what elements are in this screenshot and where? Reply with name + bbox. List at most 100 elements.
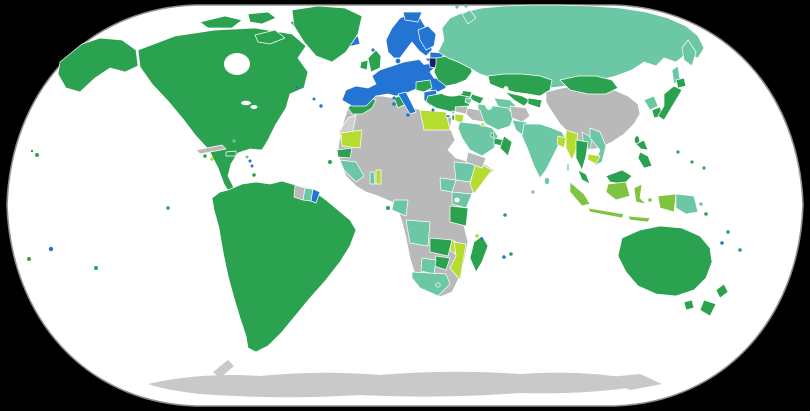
region-novaya-zemlya [461,9,477,25]
region-angola [405,219,431,247]
region-reunion [502,255,506,259]
region-franz-josef [464,4,468,8]
region-sulawesi [633,183,647,205]
region-hokkaido [675,77,687,89]
region-corsica [392,96,396,100]
region-sri-lanka [544,177,550,185]
region-cyprus [445,114,451,118]
region-cape-verde [328,160,332,164]
region-canadian-arctic [199,15,243,29]
region-saudi-arabia [457,121,499,157]
region-micronesia [702,166,706,170]
region-vanuatu [726,230,730,234]
region-syria [454,105,469,115]
region-mozambique [449,241,467,281]
region-lebanon [451,110,455,115]
region-senegal [336,147,353,159]
region-south-america [211,180,357,353]
region-tanzania [449,205,469,227]
region-solomon [704,212,708,216]
region-lesotho [435,282,441,288]
region-new-britain [699,202,703,206]
region-philippines-south [637,151,653,169]
region-tasmania [683,299,695,311]
region-hawaii [30,149,34,153]
region-italy [397,91,417,115]
region-new-caledonia [720,241,724,245]
region-jamaica [203,154,207,158]
region-kazakhstan [487,73,553,97]
region-botswana [420,257,437,275]
region-papua-new-guinea [675,193,699,215]
region-mauritania [340,129,363,149]
region-armenia [464,97,473,105]
region-maldives [531,190,535,194]
region-micronesia [690,160,694,164]
region-australia [617,225,713,297]
region-cuba [195,144,227,155]
region-western-balkans [415,79,433,93]
region-uzbekistan [504,91,531,107]
region-faroe [371,48,375,52]
region-canary [319,104,323,108]
region-sardinia [392,102,396,106]
region-ireland [359,59,369,71]
region-madagascar [469,235,489,273]
region-zambia [429,237,453,257]
region-kuwait [480,122,485,127]
region-galapagos [166,206,170,210]
region-india [521,123,567,179]
region-somalia [469,161,493,195]
region-andaman [566,163,570,172]
region-fiji [738,248,742,252]
region-malaysia-borneo [605,169,633,185]
region-greenland [291,5,363,63]
region-guam [676,150,680,154]
region-martinique [250,164,254,168]
region-java [587,207,625,219]
region-finland [417,25,437,51]
region-mongolia [559,75,619,95]
region-madeira [312,97,316,101]
black-sea [441,87,463,97]
lake-victoria [454,197,460,203]
region-japan [657,85,683,121]
region-nz-north [715,283,729,299]
region-europe-mainland [341,57,447,107]
region-gabon-congo [391,199,409,217]
region-sao-tome [386,206,390,210]
region-mayotte [480,237,484,241]
region-uk [367,49,382,73]
region-bermuda [260,114,264,118]
region-sumatra [569,181,591,207]
region-benin [375,169,382,185]
region-falklands [270,332,274,336]
region-nz-south [699,299,717,317]
region-hawaii [35,153,39,157]
aral-sea [503,86,509,92]
region-south-africa [411,271,451,297]
region-vietnam [589,127,607,167]
region-qatar [490,132,494,138]
region-lesser-sunda [627,215,651,223]
region-north-korea [643,95,659,111]
region-yemen [465,151,487,169]
region-maluku [648,198,652,202]
region-azores [295,85,299,89]
region-thailand [575,139,589,171]
region-antarctica-east [600,374,662,390]
region-antarctic-peninsula [213,360,234,378]
region-bangladesh [556,135,567,149]
region-oman [499,135,513,157]
region-bahamas [232,139,236,143]
region-philippines-luzon [635,139,649,151]
region-svalbard [402,11,423,23]
region-togo [369,171,376,185]
region-mauritius [509,252,513,256]
region-kyrgyzstan-tajikistan [527,97,543,109]
region-malay-peninsula [577,169,591,185]
region-comoros [475,234,479,238]
region-israel [451,114,455,121]
region-afghanistan [509,105,531,123]
